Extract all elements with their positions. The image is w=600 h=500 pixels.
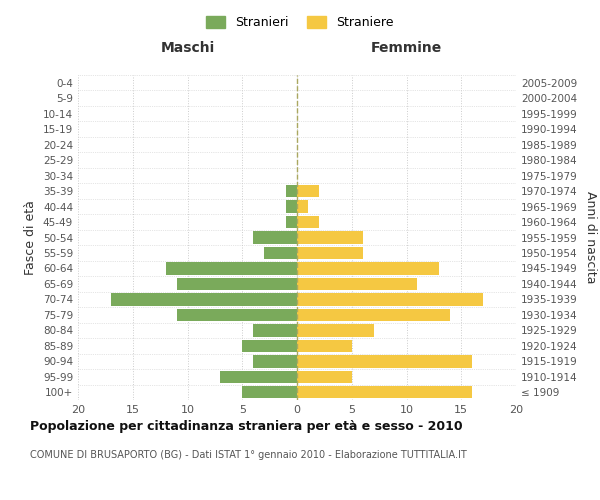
Bar — [297, 324, 374, 336]
Bar — [297, 370, 352, 383]
Bar — [297, 308, 451, 321]
Bar — [242, 340, 297, 352]
Bar — [297, 200, 308, 212]
Bar — [297, 232, 363, 243]
Bar — [297, 216, 319, 228]
Bar — [297, 293, 483, 306]
Bar — [286, 185, 297, 198]
Bar — [297, 340, 352, 352]
Bar — [111, 293, 297, 306]
Bar — [176, 278, 297, 290]
Legend: Stranieri, Straniere: Stranieri, Straniere — [202, 11, 398, 34]
Y-axis label: Anni di nascita: Anni di nascita — [584, 191, 597, 284]
Bar — [264, 247, 297, 259]
Y-axis label: Fasce di età: Fasce di età — [25, 200, 37, 275]
Text: Popolazione per cittadinanza straniera per età e sesso - 2010: Popolazione per cittadinanza straniera p… — [30, 420, 463, 433]
Text: COMUNE DI BRUSAPORTO (BG) - Dati ISTAT 1° gennaio 2010 - Elaborazione TUTTITALIA: COMUNE DI BRUSAPORTO (BG) - Dati ISTAT 1… — [30, 450, 467, 460]
Bar — [286, 200, 297, 212]
Bar — [297, 386, 472, 398]
Bar — [297, 278, 418, 290]
Bar — [166, 262, 297, 274]
Text: Femmine: Femmine — [371, 41, 442, 55]
Bar — [253, 232, 297, 243]
Bar — [176, 308, 297, 321]
Bar — [253, 355, 297, 368]
Text: Maschi: Maschi — [160, 41, 215, 55]
Bar — [286, 216, 297, 228]
Bar — [253, 324, 297, 336]
Bar — [297, 185, 319, 198]
Bar — [220, 370, 297, 383]
Bar — [242, 386, 297, 398]
Bar — [297, 247, 363, 259]
Bar — [297, 262, 439, 274]
Bar — [297, 355, 472, 368]
